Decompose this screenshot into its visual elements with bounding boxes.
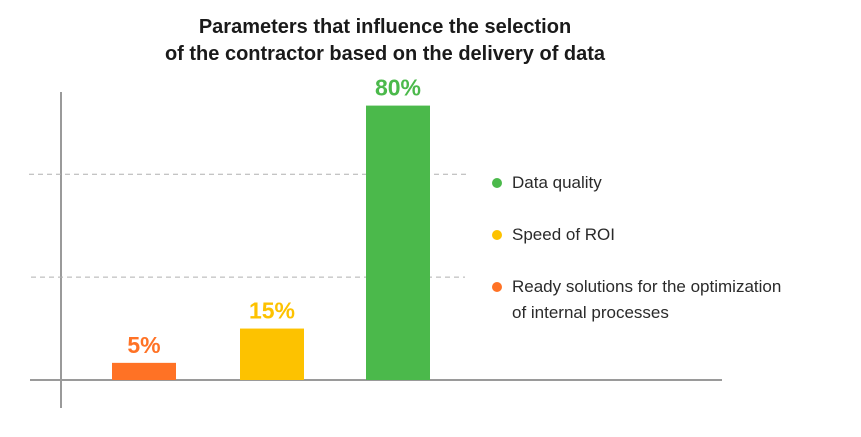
legend-item-ready-solutions: Ready solutions for the optimization of … xyxy=(492,274,852,326)
chart-title-line-2: of the contractor based on the delivery … xyxy=(164,43,606,65)
legend-dot-icon xyxy=(492,178,502,188)
legend-label-line-2: of internal processes xyxy=(512,303,669,322)
chart-title: Parameters that influence the selection … xyxy=(0,14,770,68)
chart-title-line-1: Parameters that influence the selection xyxy=(198,16,572,38)
bar-speed-of-roi xyxy=(240,328,304,380)
legend-dot-icon xyxy=(492,230,502,240)
bar-ready-solutions xyxy=(112,362,176,380)
legend-label-line-1: Ready solutions for the optimization xyxy=(512,277,782,296)
bar-data-quality xyxy=(366,105,430,380)
legend-dot-icon xyxy=(492,282,502,292)
value-label-speed-of-roi: 15% xyxy=(249,298,295,324)
value-label-ready-solutions: 5% xyxy=(127,332,160,358)
legend-label: Data quality xyxy=(512,173,602,192)
legend-item-data-quality: Data quality xyxy=(492,170,852,196)
legend-label: Speed of ROI xyxy=(512,225,616,244)
value-labels: 5% 15% 80% xyxy=(127,75,421,358)
bars xyxy=(112,105,430,380)
legend: Data quality Speed of ROI Ready solution… xyxy=(492,170,852,326)
value-label-data-quality: 80% xyxy=(375,75,421,101)
legend-item-speed-of-roi: Speed of ROI xyxy=(492,222,852,248)
